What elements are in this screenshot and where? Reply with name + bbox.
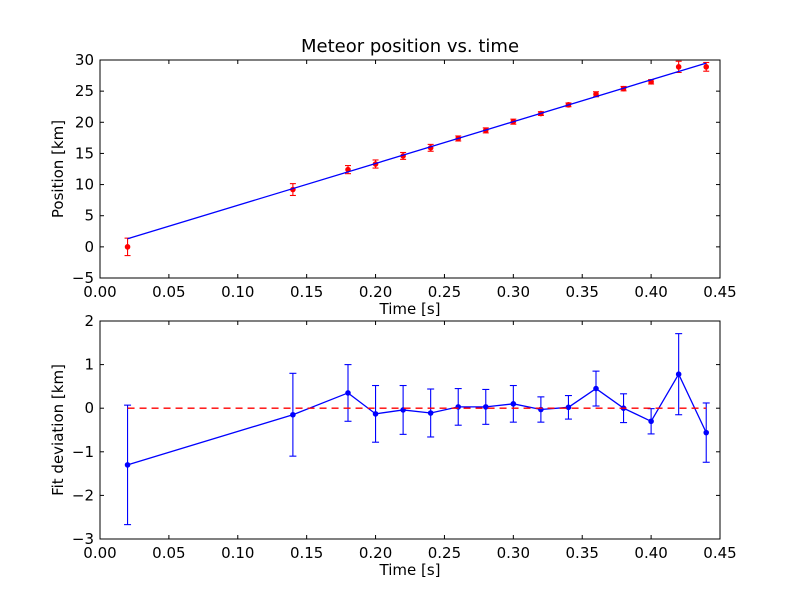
plot-area bbox=[100, 321, 720, 539]
axes-frame bbox=[99, 320, 721, 540]
x-tick-label: 0.25 bbox=[428, 283, 461, 301]
data-point bbox=[427, 410, 434, 416]
x-tick-label: 0.10 bbox=[221, 283, 254, 301]
data-point bbox=[648, 418, 654, 425]
data-point bbox=[372, 411, 379, 417]
data-point bbox=[565, 404, 572, 411]
plot-area bbox=[100, 60, 720, 278]
x-tick-label: 0.05 bbox=[152, 544, 185, 562]
data-point bbox=[675, 371, 682, 377]
y-tick-label: 5 bbox=[84, 207, 94, 225]
y-tick-label: −5 bbox=[72, 269, 94, 287]
position-plot: 0.00 0.05 0.10 0.15 0.20 0.25 0.30 0.35 0.40 0.45… bbox=[49, 36, 737, 318]
x-tick-label: 0.00 bbox=[83, 544, 116, 562]
x-tick-label: 0.15 bbox=[290, 544, 323, 562]
x-tick-label: 0.10 bbox=[221, 544, 254, 562]
data-point bbox=[593, 385, 599, 392]
x-tick-label: 0.15 bbox=[290, 283, 323, 301]
x-tick-label: 0.30 bbox=[497, 544, 530, 562]
y-axis-label: Fit deviation [km] bbox=[49, 364, 67, 496]
y-tick-label: 10 bbox=[75, 176, 94, 194]
data-point bbox=[675, 64, 682, 70]
data-point bbox=[345, 390, 351, 396]
y-tick-label: 0 bbox=[84, 399, 94, 417]
y-axis-label: Position [km] bbox=[49, 120, 67, 218]
y-tick-label: 0 bbox=[84, 238, 94, 256]
data-layer bbox=[124, 333, 710, 526]
x-tick-label: 0.40 bbox=[634, 544, 667, 562]
y-tick-label: −1 bbox=[72, 443, 94, 461]
x-axis-label: Time [s] bbox=[379, 300, 441, 318]
y-tick-label: −3 bbox=[72, 530, 94, 548]
y-tick-label: 2 bbox=[84, 312, 94, 330]
data-point bbox=[124, 244, 131, 250]
fit-deviation-plot: 0.00 0.05 0.10 0.15 0.20 0.25 0.30 0.35 0.40 0.45… bbox=[49, 312, 737, 579]
data-point bbox=[290, 411, 296, 418]
y-tick-label: 1 bbox=[84, 356, 94, 374]
x-tick-label: 0.35 bbox=[566, 283, 599, 301]
x-tick-label: 0.00 bbox=[83, 283, 116, 301]
axes-frame bbox=[99, 59, 721, 279]
data-point bbox=[703, 429, 710, 436]
y-tick-label: −2 bbox=[72, 486, 94, 504]
deviation-line bbox=[127, 372, 707, 466]
x-axis-label: Time [s] bbox=[379, 561, 441, 579]
x-tick-label: 0.45 bbox=[703, 283, 736, 301]
y-tick-label: 20 bbox=[75, 113, 94, 131]
x-tick-label: 0.05 bbox=[152, 283, 185, 301]
data-point bbox=[703, 64, 710, 70]
x-tick-label: 0.35 bbox=[566, 544, 599, 562]
x-tick-label: 0.20 bbox=[359, 544, 392, 562]
data-point bbox=[510, 401, 517, 407]
data-point bbox=[124, 462, 131, 468]
x-tick-label: 0.20 bbox=[359, 283, 392, 301]
x-tick-label: 0.30 bbox=[497, 283, 530, 301]
x-tick-label: 0.45 bbox=[703, 544, 736, 562]
y-tick-label: 15 bbox=[75, 144, 94, 162]
x-tick-label: 0.40 bbox=[634, 283, 667, 301]
y-tick-label: 25 bbox=[75, 82, 94, 100]
fit-line bbox=[127, 62, 707, 240]
chart-title: Meteor position vs. time bbox=[301, 36, 519, 57]
y-tick-label: 30 bbox=[75, 51, 94, 69]
data-point bbox=[482, 404, 489, 410]
data-layer bbox=[124, 60, 710, 257]
x-tick-label: 0.25 bbox=[428, 544, 461, 562]
